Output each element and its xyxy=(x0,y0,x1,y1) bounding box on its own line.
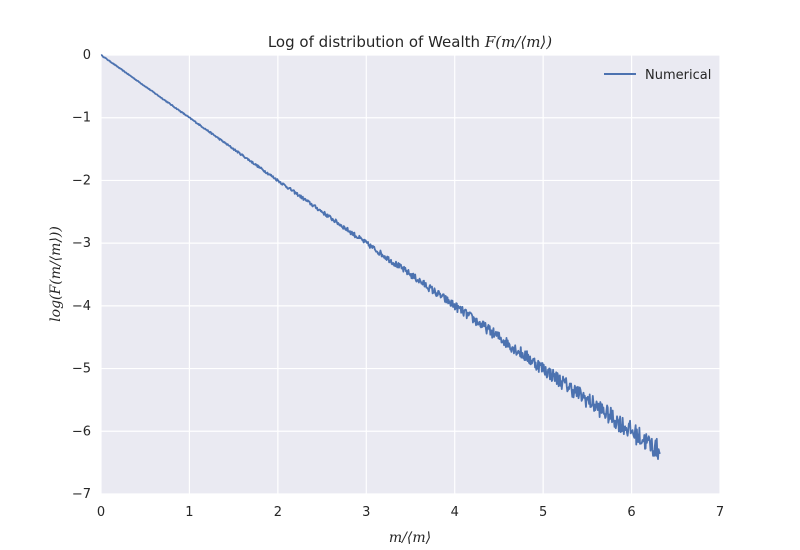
x-tick-label: 0 xyxy=(97,505,105,520)
x-tick-label: 6 xyxy=(627,505,635,520)
y-tick-label: −3 xyxy=(72,236,91,251)
x-tick-label: 3 xyxy=(362,505,370,520)
chart-title: Log of distribution of Wealth F(m/⟨m⟩) xyxy=(268,33,552,51)
y-tick-label: −7 xyxy=(72,487,91,502)
series-line-numerical xyxy=(100,54,661,460)
legend: Numerical xyxy=(604,68,711,83)
y-tick-label: −6 xyxy=(72,424,91,439)
grid xyxy=(100,54,721,495)
x-tick-label: 5 xyxy=(539,505,547,520)
y-tick-label: −5 xyxy=(72,362,91,377)
series-layer xyxy=(100,54,661,460)
legend-label-numerical: Numerical xyxy=(645,68,711,83)
x-axis-label: m/⟨m⟩ xyxy=(389,530,431,546)
x-tick-label: 7 xyxy=(716,505,724,520)
y-tick-label: −4 xyxy=(72,299,91,314)
y-tick-label: −2 xyxy=(72,173,91,188)
y-axis-label: log(F(m/⟨m⟩)) xyxy=(48,226,64,322)
x-tick-label: 2 xyxy=(274,505,282,520)
x-tick-labels: 0 1 2 3 4 5 6 7 xyxy=(97,505,724,520)
chart-title-math: F(m/⟨m⟩) xyxy=(484,33,552,51)
y-tick-label: 0 xyxy=(83,48,91,63)
chart-title-text: Log of distribution of Wealth xyxy=(268,33,485,51)
x-tick-label: 1 xyxy=(185,505,193,520)
y-tick-label: −1 xyxy=(72,111,91,126)
x-tick-label: 4 xyxy=(451,505,459,520)
y-tick-labels: 0 −1 −2 −3 −4 −5 −6 −7 xyxy=(72,48,91,502)
